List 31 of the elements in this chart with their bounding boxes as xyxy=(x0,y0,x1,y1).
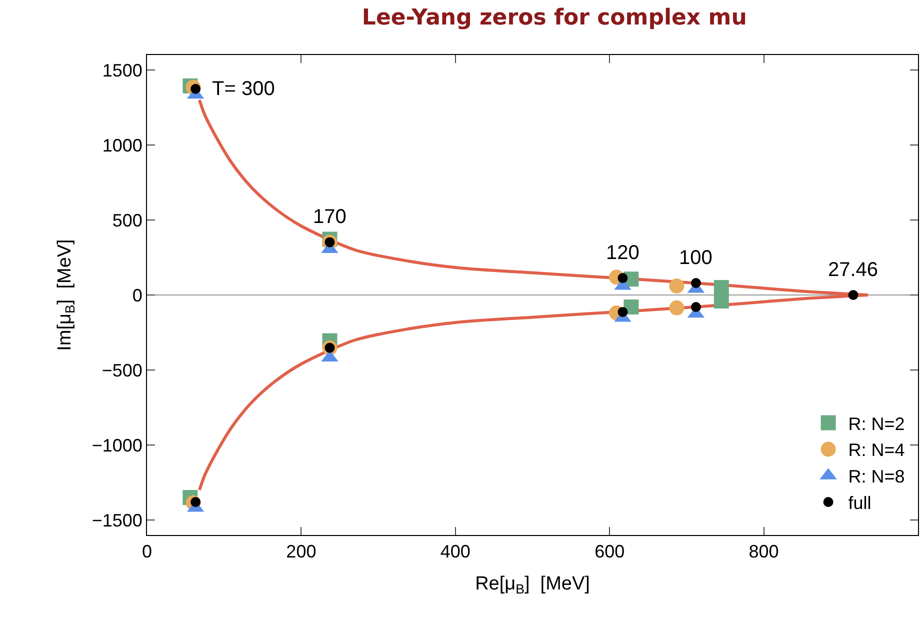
chart-title: Lee-Yang zeros for complex mu xyxy=(362,6,747,31)
annotation: 170 xyxy=(313,206,346,228)
y-tick-label: 0 xyxy=(132,285,142,306)
point xyxy=(714,280,729,295)
legend-label: R: N=8 xyxy=(848,466,905,487)
point xyxy=(690,302,701,312)
annotation: 100 xyxy=(679,247,712,269)
x-tick-label: 600 xyxy=(594,542,625,562)
y-tick-label: −1500 xyxy=(92,510,142,530)
point xyxy=(714,294,729,308)
point xyxy=(690,278,701,288)
x-tick-label: 400 xyxy=(440,542,470,562)
y-tick-label: 500 xyxy=(112,210,142,230)
y-tick-label: 1500 xyxy=(102,60,142,80)
point xyxy=(618,306,628,317)
point xyxy=(848,290,858,300)
x-tick-label: 800 xyxy=(748,542,779,562)
annotation: 120 xyxy=(606,242,640,264)
x-axis-title: Re[μ$_{B}$] [MeV] xyxy=(475,573,590,596)
legend-label: R: N=2 xyxy=(848,414,905,434)
point xyxy=(669,300,684,316)
x-tick-label: 200 xyxy=(286,542,316,562)
y-tick-label: 1000 xyxy=(102,135,142,156)
annotation: T= 300 xyxy=(212,78,275,100)
point xyxy=(669,278,684,294)
annotation: 27.46 xyxy=(828,259,878,281)
legend-label: full xyxy=(848,493,872,514)
y-tick-label: −500 xyxy=(102,360,142,380)
point xyxy=(618,273,628,284)
legend-label: R: N=4 xyxy=(848,440,905,460)
y-tick-label: −1000 xyxy=(92,435,142,456)
